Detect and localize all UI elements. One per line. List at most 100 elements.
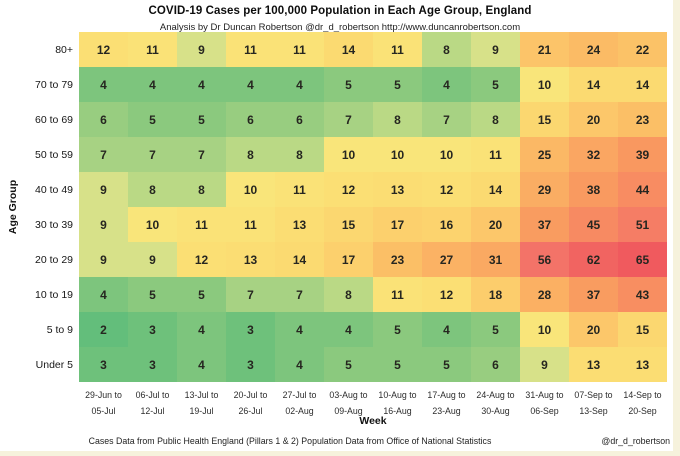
- heatmap-cell: 22: [618, 32, 667, 67]
- heatmap-cell: 5: [373, 67, 422, 102]
- week-label: 13-Jul to 19-Jul: [184, 390, 219, 416]
- row-label: 50 to 59: [35, 148, 73, 161]
- heatmap-cell: 9: [79, 242, 128, 277]
- heatmap-cell: 13: [618, 347, 667, 382]
- heatmap-cell: 14: [275, 242, 324, 277]
- heatmap-cell: 10: [422, 137, 471, 172]
- row-label: 60 to 69: [35, 113, 73, 126]
- heatmap-cell: 4: [128, 67, 177, 102]
- heatmap-cell: 7: [422, 102, 471, 137]
- heatmap-cell: 11: [226, 32, 275, 67]
- heatmap-cell: 9: [520, 347, 569, 382]
- heatmap-cell: 13: [373, 172, 422, 207]
- heatmap-cell: 4: [275, 67, 324, 102]
- heatmap-cell: 12: [422, 277, 471, 312]
- heatmap-cell: 13: [569, 347, 618, 382]
- heatmap-cell: 8: [128, 172, 177, 207]
- heatmap-cell: 12: [177, 242, 226, 277]
- heatmap-cell: 65: [618, 242, 667, 277]
- heatmap-cell: 4: [79, 67, 128, 102]
- heatmap-cell: 5: [177, 277, 226, 312]
- heatmap-cell: 5: [373, 312, 422, 347]
- heatmap-cell: 29: [520, 172, 569, 207]
- heatmap-cell: 14: [569, 67, 618, 102]
- heatmap-cell: 12: [422, 172, 471, 207]
- heatmap-cell: 11: [128, 32, 177, 67]
- week-label: 17-Aug to 23-Aug: [427, 390, 466, 416]
- heatmap-cell: 15: [520, 102, 569, 137]
- heatmap-cell: 4: [177, 347, 226, 382]
- heatmap-cell: 21: [520, 32, 569, 67]
- heatmap-cell: 62: [569, 242, 618, 277]
- heatmap-cell: 45: [569, 207, 618, 242]
- heatmap-cell: 7: [79, 137, 128, 172]
- heatmap-cell: 24: [569, 32, 618, 67]
- row-label: 10 to 19: [35, 288, 73, 301]
- heatmap-cell: 2: [79, 312, 128, 347]
- heatmap-cell: 31: [471, 242, 520, 277]
- row-label: 70 to 79: [35, 78, 73, 91]
- week-label: 10-Aug to 16-Aug: [378, 390, 417, 416]
- heatmap-cell: 9: [79, 207, 128, 242]
- heatmap-cell: 51: [618, 207, 667, 242]
- heatmap-cell: 37: [520, 207, 569, 242]
- row-label: 80+: [55, 43, 73, 56]
- heatmap-cell: 5: [128, 277, 177, 312]
- week-label: 31-Aug to 06-Sep: [525, 390, 564, 416]
- heatmap-cell: 13: [226, 242, 275, 277]
- heatmap-cell: 9: [177, 32, 226, 67]
- heatmap-cell: 8: [422, 32, 471, 67]
- heatmap-cell: 11: [177, 207, 226, 242]
- week-label: 14-Sep to 20-Sep: [623, 390, 662, 416]
- week-label: 03-Aug to 09-Aug: [329, 390, 368, 416]
- heatmap-cell: 13: [275, 207, 324, 242]
- heatmap-cell: 5: [471, 67, 520, 102]
- heatmap-cell: 56: [520, 242, 569, 277]
- heatmap-cell: 9: [79, 172, 128, 207]
- x-axis-title: Week: [359, 415, 387, 427]
- heatmap-cell: 6: [471, 347, 520, 382]
- heatmap-grid: 12 11 9 11 11 14 11 8 9 21 24 22 4 4 4 4 4 5 5 4 5 10 14 14 6 5 5 6…: [79, 32, 667, 382]
- heatmap-cell: 4: [79, 277, 128, 312]
- heatmap-cell: 4: [422, 67, 471, 102]
- heatmap-cell: 17: [324, 242, 373, 277]
- heatmap-cell: 8: [226, 137, 275, 172]
- heatmap-cell: 37: [569, 277, 618, 312]
- heatmap-cell: 15: [618, 312, 667, 347]
- heatmap-cell: 10: [324, 137, 373, 172]
- heatmap-cell: 32: [569, 137, 618, 172]
- week-label: 24-Aug to 30-Aug: [476, 390, 515, 416]
- page-edge-bottom: [0, 451, 680, 456]
- heatmap-cell: 8: [177, 172, 226, 207]
- heatmap-cell: 4: [275, 347, 324, 382]
- heatmap-cell: 7: [128, 137, 177, 172]
- heatmap-cell: 10: [226, 172, 275, 207]
- heatmap-cell: 20: [569, 312, 618, 347]
- row-label: 30 to 39: [35, 218, 73, 231]
- heatmap-cell: 7: [324, 102, 373, 137]
- heatmap-cell: 5: [324, 67, 373, 102]
- heatmap-cell: 14: [324, 32, 373, 67]
- heatmap-cell: 20: [471, 207, 520, 242]
- heatmap-cell: 10: [520, 312, 569, 347]
- heatmap-cell: 25: [520, 137, 569, 172]
- page-title: COVID-19 Cases per 100,000 Population in…: [148, 5, 532, 17]
- heatmap-cell: 3: [226, 347, 275, 382]
- heatmap-cell: 3: [79, 347, 128, 382]
- heatmap-cell: 5: [422, 347, 471, 382]
- heatmap-cell: 5: [128, 102, 177, 137]
- heatmap-cell: 39: [618, 137, 667, 172]
- heatmap-cell: 44: [618, 172, 667, 207]
- heatmap-cell: 7: [226, 277, 275, 312]
- heatmap-cell: 5: [324, 347, 373, 382]
- heatmap-cell: 11: [275, 172, 324, 207]
- heatmap-cell: 23: [373, 242, 422, 277]
- heatmap-cell: 7: [275, 277, 324, 312]
- heatmap-cell: 14: [618, 67, 667, 102]
- heatmap-cell: 11: [275, 32, 324, 67]
- heatmap-cell: 16: [422, 207, 471, 242]
- heatmap-cell: 5: [471, 312, 520, 347]
- data-source-caption: Cases Data from Public Health England (P…: [88, 436, 492, 446]
- heatmap-cell: 14: [471, 172, 520, 207]
